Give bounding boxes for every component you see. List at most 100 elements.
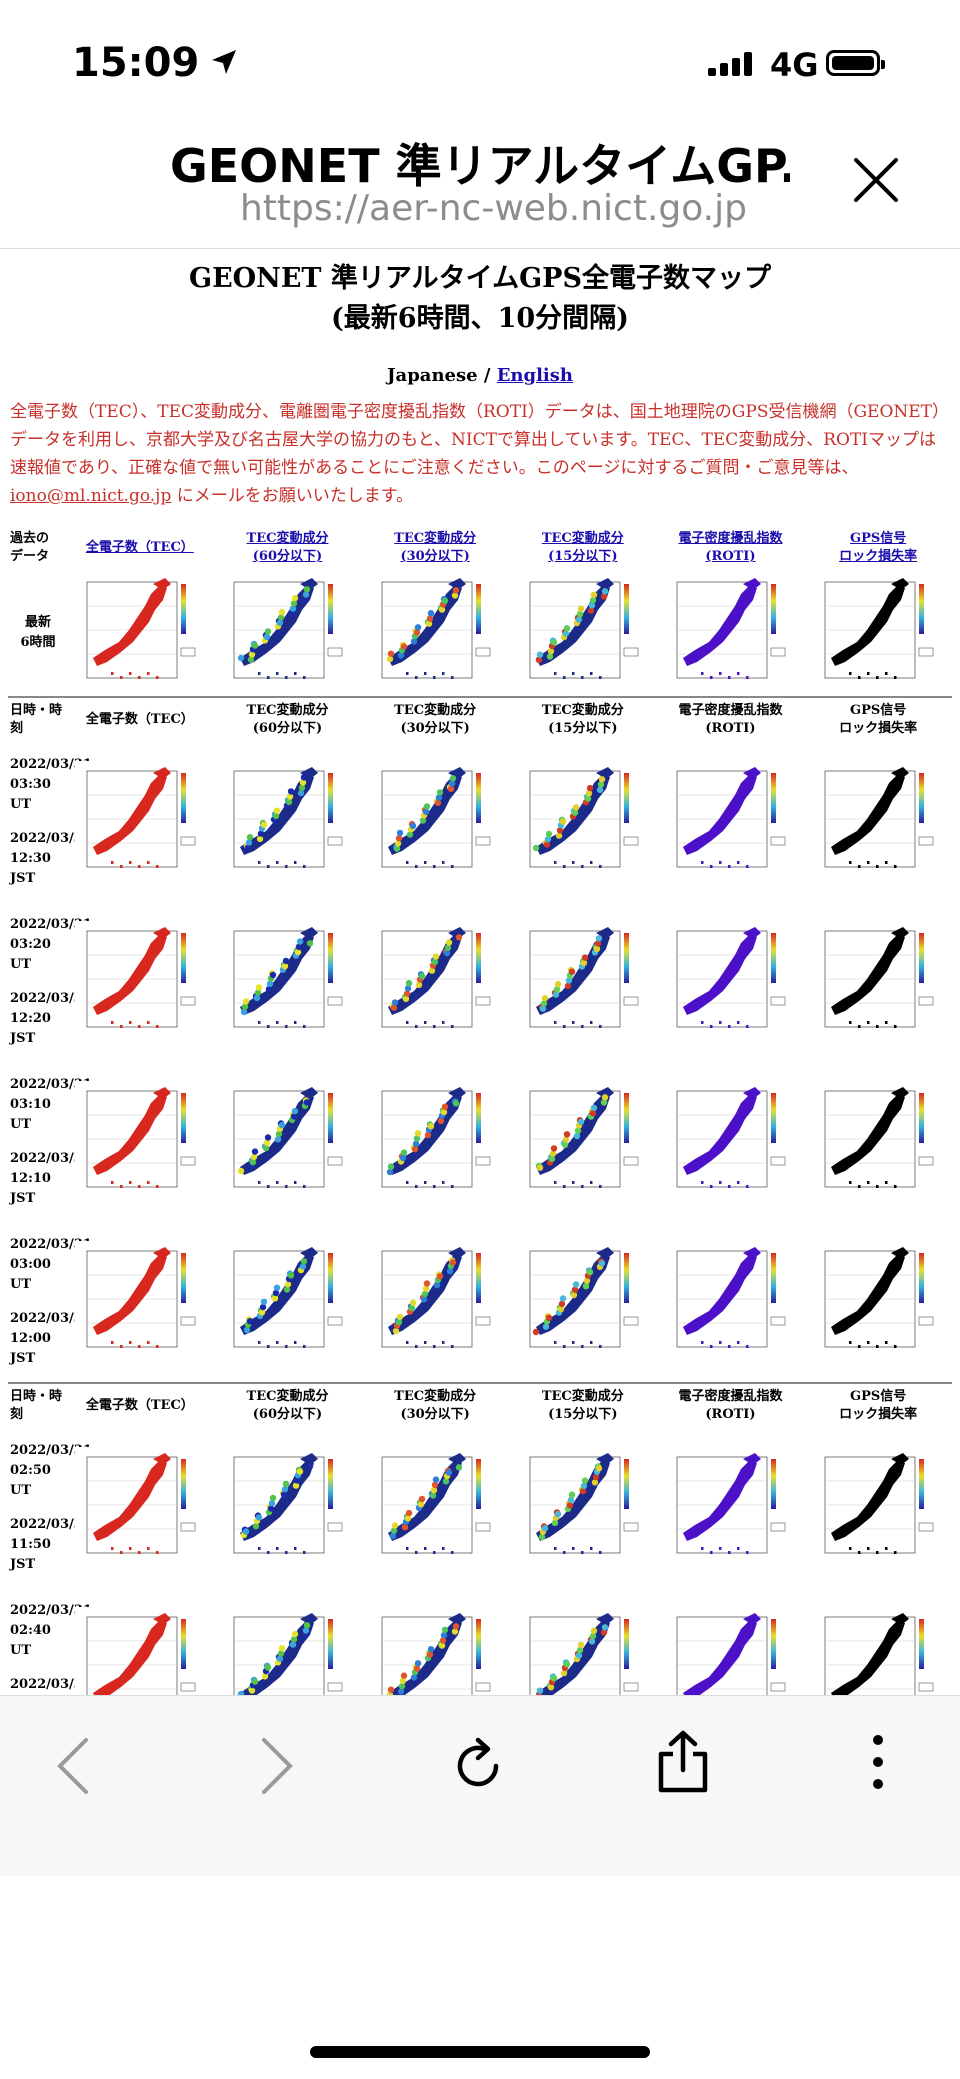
map-thumbnail[interactable] (665, 921, 796, 1043)
map-thumbnail[interactable] (665, 1447, 796, 1569)
map-thumbnail[interactable] (74, 572, 205, 694)
map-cell[interactable] (657, 742, 805, 902)
map-thumbnail[interactable] (370, 1607, 501, 1695)
map-thumbnail[interactable] (370, 761, 501, 883)
map-thumbnail[interactable] (370, 1241, 501, 1363)
map-thumbnail[interactable] (74, 1607, 205, 1695)
map-cell[interactable] (214, 1588, 362, 1695)
map-thumbnail[interactable] (222, 1607, 353, 1695)
map-thumbnail[interactable] (813, 1447, 944, 1569)
column-link-3[interactable]: TEC変動成分 (15分以下) (509, 526, 657, 570)
map-thumbnail[interactable] (665, 1081, 796, 1203)
map-thumbnail[interactable] (222, 1081, 353, 1203)
column-link[interactable]: 電子密度擾乱指数 (ROTI) (657, 530, 805, 566)
browser-url[interactable]: https://aer-nc-web.nict.go.jp (240, 188, 747, 229)
map-thumbnail[interactable] (813, 572, 944, 694)
map-thumbnail[interactable] (222, 921, 353, 1043)
map-cell[interactable] (657, 1062, 805, 1222)
map-cell[interactable] (66, 1062, 214, 1222)
map-thumbnail[interactable] (222, 1447, 353, 1569)
map-cell[interactable] (657, 902, 805, 1062)
map-cell[interactable] (509, 1062, 657, 1222)
map-cell[interactable] (509, 570, 657, 697)
column-link[interactable]: TEC変動成分 (15分以下) (509, 530, 657, 566)
map-cell[interactable] (657, 570, 805, 697)
map-cell[interactable] (657, 1428, 805, 1588)
map-thumbnail[interactable] (813, 921, 944, 1043)
map-cell[interactable] (361, 1222, 509, 1383)
map-thumbnail[interactable] (370, 572, 501, 694)
map-thumbnail[interactable] (517, 1241, 648, 1363)
close-icon[interactable] (850, 154, 902, 206)
map-thumbnail[interactable] (517, 1607, 648, 1695)
map-cell[interactable] (361, 1428, 509, 1588)
map-thumbnail[interactable] (74, 1447, 205, 1569)
column-link[interactable]: 全電子数（TEC） (66, 539, 214, 557)
map-thumbnail[interactable] (517, 1081, 648, 1203)
column-link-5[interactable]: GPS信号 ロック損失率 (804, 526, 952, 570)
map-thumbnail[interactable] (517, 572, 648, 694)
map-cell[interactable] (657, 1222, 805, 1383)
map-thumbnail[interactable] (370, 1447, 501, 1569)
back-arrow-icon[interactable] (54, 1736, 94, 1796)
map-cell[interactable] (509, 1222, 657, 1383)
more-options-icon[interactable] (870, 1732, 886, 1792)
map-cell[interactable] (214, 570, 362, 697)
map-cell[interactable] (361, 1062, 509, 1222)
map-cell[interactable] (214, 1428, 362, 1588)
map-cell[interactable] (361, 902, 509, 1062)
map-thumbnail[interactable] (813, 761, 944, 883)
map-cell[interactable] (214, 1222, 362, 1383)
column-link[interactable]: TEC変動成分 (30分以下) (361, 530, 509, 566)
map-cell[interactable] (66, 902, 214, 1062)
map-cell[interactable] (804, 1588, 952, 1695)
map-thumbnail[interactable] (665, 761, 796, 883)
email-link[interactable]: iono@ml.nict.go.jp (10, 486, 172, 506)
map-cell[interactable] (804, 1062, 952, 1222)
forward-arrow-icon[interactable] (256, 1736, 296, 1796)
map-cell[interactable] (66, 1222, 214, 1383)
column-link-2[interactable]: TEC変動成分 (30分以下) (361, 526, 509, 570)
share-icon[interactable] (655, 1730, 711, 1794)
lang-english-link[interactable]: English (496, 365, 573, 386)
map-cell[interactable] (804, 1222, 952, 1383)
map-cell[interactable] (804, 902, 952, 1062)
map-thumbnail[interactable] (74, 1081, 205, 1203)
map-cell[interactable] (509, 1428, 657, 1588)
map-thumbnail[interactable] (517, 761, 648, 883)
map-cell[interactable] (214, 742, 362, 902)
map-thumbnail[interactable] (222, 761, 353, 883)
map-thumbnail[interactable] (813, 1241, 944, 1363)
map-thumbnail[interactable] (517, 921, 648, 1043)
map-thumbnail[interactable] (665, 572, 796, 694)
map-cell[interactable] (804, 742, 952, 902)
map-thumbnail[interactable] (74, 1241, 205, 1363)
map-thumbnail[interactable] (370, 921, 501, 1043)
column-link-1[interactable]: TEC変動成分 (60分以下) (214, 526, 362, 570)
map-cell[interactable] (361, 742, 509, 902)
map-cell[interactable] (509, 902, 657, 1062)
map-cell[interactable] (66, 570, 214, 697)
map-cell[interactable] (804, 570, 952, 697)
map-cell[interactable] (509, 1588, 657, 1695)
map-cell[interactable] (66, 1428, 214, 1588)
reload-icon[interactable] (448, 1736, 508, 1796)
map-thumbnail[interactable] (74, 921, 205, 1043)
map-thumbnail[interactable] (665, 1607, 796, 1695)
map-cell[interactable] (66, 1588, 214, 1695)
map-cell[interactable] (509, 742, 657, 902)
map-cell[interactable] (361, 570, 509, 697)
map-cell[interactable] (66, 742, 214, 902)
map-thumbnail[interactable] (517, 1447, 648, 1569)
column-link-0[interactable]: 全電子数（TEC） (66, 526, 214, 570)
column-link-4[interactable]: 電子密度擾乱指数 (ROTI) (657, 526, 805, 570)
map-thumbnail[interactable] (665, 1241, 796, 1363)
map-cell[interactable] (657, 1588, 805, 1695)
map-thumbnail[interactable] (74, 761, 205, 883)
map-thumbnail[interactable] (222, 1241, 353, 1363)
map-thumbnail[interactable] (813, 1081, 944, 1203)
map-thumbnail[interactable] (222, 572, 353, 694)
map-cell[interactable] (214, 902, 362, 1062)
map-cell[interactable] (361, 1588, 509, 1695)
column-link[interactable]: TEC変動成分 (60分以下) (214, 530, 362, 566)
